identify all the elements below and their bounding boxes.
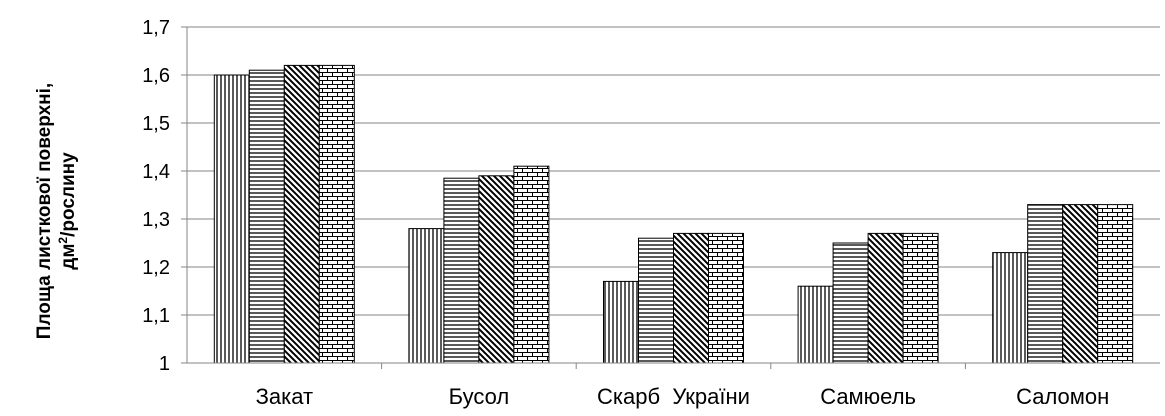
bar xyxy=(797,285,834,364)
bar xyxy=(902,232,939,364)
bar xyxy=(478,175,515,364)
bar xyxy=(992,252,1029,364)
bar xyxy=(1097,204,1134,364)
bar xyxy=(1027,204,1064,364)
x-tick-label: Самюель xyxy=(820,384,916,409)
axes xyxy=(186,27,1160,369)
y-axis-label-line-2: дм2/рослину xyxy=(56,152,79,270)
y-tick-label: 1,4 xyxy=(142,161,170,183)
y-axis-label-line-1: Площа листкової поверхні, xyxy=(34,83,55,339)
bar xyxy=(673,232,709,364)
bar xyxy=(638,237,674,364)
y-axis-label-rest: /рослину xyxy=(58,152,79,237)
y-tick-label: 1,3 xyxy=(142,209,170,231)
bar xyxy=(513,165,550,364)
bar xyxy=(318,64,355,364)
y-tick-label: 1,7 xyxy=(142,17,170,39)
y-axis-label-sup: 2 xyxy=(56,237,70,244)
x-tick-label: Закат xyxy=(256,384,313,409)
x-tick-label: Саломон xyxy=(1016,384,1109,409)
bar xyxy=(443,177,480,364)
bar xyxy=(1062,204,1099,364)
bar xyxy=(408,228,445,364)
bar xyxy=(248,69,285,364)
y-tick-label: 1 xyxy=(159,353,170,375)
y-tick-label: 1,1 xyxy=(142,305,170,327)
bar xyxy=(708,232,744,364)
x-tick-label: Скарб України xyxy=(597,384,750,409)
bar xyxy=(283,64,320,364)
bar xyxy=(213,74,250,364)
bar xyxy=(832,242,869,364)
y-tick-labels: 1 1,1 1,2 1,3 1,4 1,5 1,6 1,7 xyxy=(142,17,170,375)
bar xyxy=(867,232,904,364)
y-tick-label: 1,6 xyxy=(142,65,170,87)
bar xyxy=(603,280,639,364)
x-tick-labels: Закат Бусол Скарб України Самюель Саломон xyxy=(256,384,1110,409)
y-tick-label: 1,2 xyxy=(142,257,170,279)
x-tick-label: Бусол xyxy=(449,384,510,409)
bars xyxy=(213,64,1134,364)
y-axis-label-unit: дм xyxy=(58,244,79,270)
y-tick-label: 1,5 xyxy=(142,113,170,135)
